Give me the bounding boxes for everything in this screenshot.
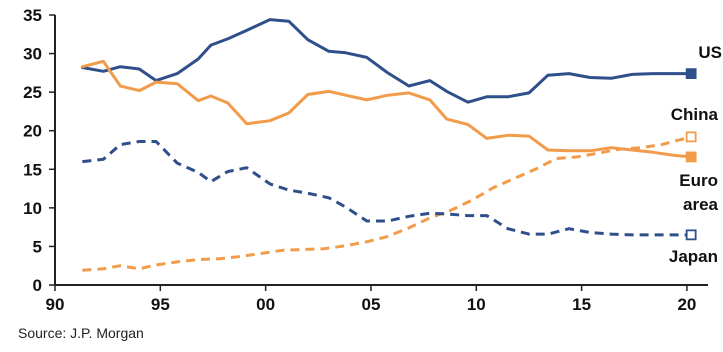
series-line-japan: [82, 140, 692, 237]
x-tick-label: 15: [572, 295, 591, 314]
series-label-china: China: [671, 105, 719, 124]
y-tick-label: 0: [33, 276, 42, 295]
y-tick-label: 20: [23, 122, 42, 141]
end-marker-japan: [685, 229, 697, 241]
y-tick-label: 15: [23, 160, 42, 179]
series-label-japan: Japan: [669, 247, 718, 266]
y-axis-ticks: 0 5 10 15 20 25 30 35: [23, 6, 55, 295]
end-marker-china: [685, 131, 697, 143]
x-tick-label: 20: [677, 295, 696, 314]
end-marker-euro-area: [685, 151, 697, 163]
series-labels: US China Euro area Japan: [669, 43, 722, 266]
series-line-china: [82, 135, 692, 272]
y-tick-label: 5: [33, 237, 42, 256]
y-tick-label: 25: [23, 83, 42, 102]
series-line-euro-area: [80, 59, 693, 159]
series-line-us: [80, 18, 693, 104]
series-label-euro-area: Euro: [679, 171, 718, 190]
y-tick-label: 10: [23, 199, 42, 218]
x-tick-label: 00: [256, 295, 275, 314]
series-label-us: US: [698, 43, 722, 62]
x-tick-label: 90: [46, 295, 65, 314]
series-label-euro-area: area: [683, 195, 719, 214]
series-end-markers: [685, 68, 697, 241]
y-tick-label: 30: [23, 45, 42, 64]
x-tick-label: 10: [467, 295, 486, 314]
y-tick-label: 35: [23, 6, 42, 25]
x-tick-label: 05: [362, 295, 381, 314]
series-lines: [80, 18, 693, 272]
x-tick-label: 95: [151, 295, 170, 314]
source-note: Source: J.P. Morgan: [18, 325, 144, 341]
x-axis-ticks: 90 95 00 05 10 15 20: [46, 285, 696, 314]
end-marker-us: [685, 68, 697, 80]
